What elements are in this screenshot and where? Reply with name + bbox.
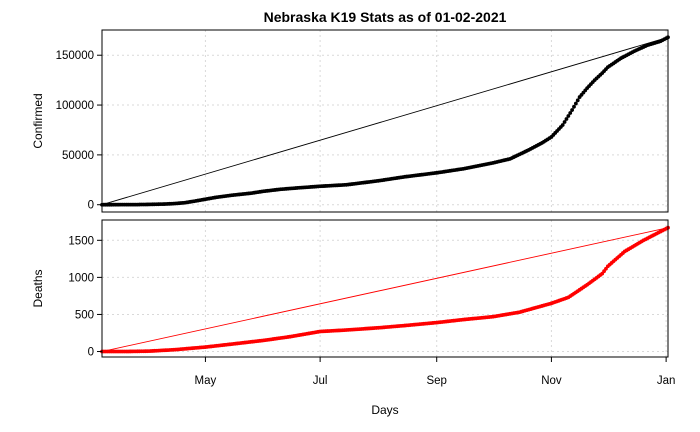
confirmed-point bbox=[573, 101, 578, 106]
x-axis: May Jul Sep Nov Jan bbox=[195, 357, 676, 387]
deaths-y-tick-label: 1000 bbox=[68, 272, 94, 284]
confirmed-reference-line bbox=[101, 36, 669, 206]
x-tick-label: Jan bbox=[657, 375, 676, 387]
x-tick-label: Sep bbox=[426, 375, 446, 387]
deaths-panel: 0 500 1000 1500 Deaths bbox=[31, 219, 670, 359]
deaths-reference-line bbox=[101, 227, 669, 352]
chart-title: Nebraska K19 Stats as of 01-02-2021 bbox=[264, 9, 507, 25]
confirmed-plot-frame bbox=[101, 29, 669, 213]
deaths-plot-frame bbox=[101, 219, 669, 358]
deaths-y-tick-label: 1500 bbox=[68, 235, 94, 247]
deaths-y-axis: 0 500 1000 1500 bbox=[68, 235, 102, 359]
confirmed-y-tick-label: 150000 bbox=[56, 50, 94, 62]
x-axis-label: Days bbox=[371, 403, 398, 417]
confirmed-y-tick-label: 0 bbox=[88, 200, 94, 212]
deaths-points bbox=[100, 225, 670, 354]
x-tick-label: Jul bbox=[313, 375, 328, 387]
confirmed-point bbox=[572, 104, 576, 109]
confirmed-point bbox=[570, 108, 574, 112]
confirmed-points bbox=[100, 35, 670, 207]
confirmed-point bbox=[568, 111, 573, 115]
deaths-y-axis-label: Deaths bbox=[31, 269, 45, 307]
confirmed-panel: 0 50000 100000 150000 Confirmed bbox=[31, 29, 670, 213]
confirmed-point bbox=[564, 117, 569, 121]
x-tick-label: Nov bbox=[541, 375, 562, 387]
deaths-y-tick-label: 500 bbox=[75, 309, 94, 321]
confirmed-point bbox=[560, 123, 565, 127]
confirmed-point bbox=[575, 98, 580, 103]
confirmed-y-axis-label: Confirmed bbox=[31, 93, 45, 148]
x-tick-label: May bbox=[195, 375, 217, 387]
confirmed-y-tick-label: 50000 bbox=[62, 150, 94, 162]
confirmed-point bbox=[562, 120, 567, 124]
confirmed-y-tick-label: 100000 bbox=[56, 100, 94, 112]
confirmed-point bbox=[566, 114, 571, 118]
confirmed-y-axis: 0 50000 100000 150000 bbox=[56, 50, 102, 212]
deaths-grid bbox=[102, 220, 668, 357]
deaths-y-tick-label: 0 bbox=[88, 347, 94, 359]
